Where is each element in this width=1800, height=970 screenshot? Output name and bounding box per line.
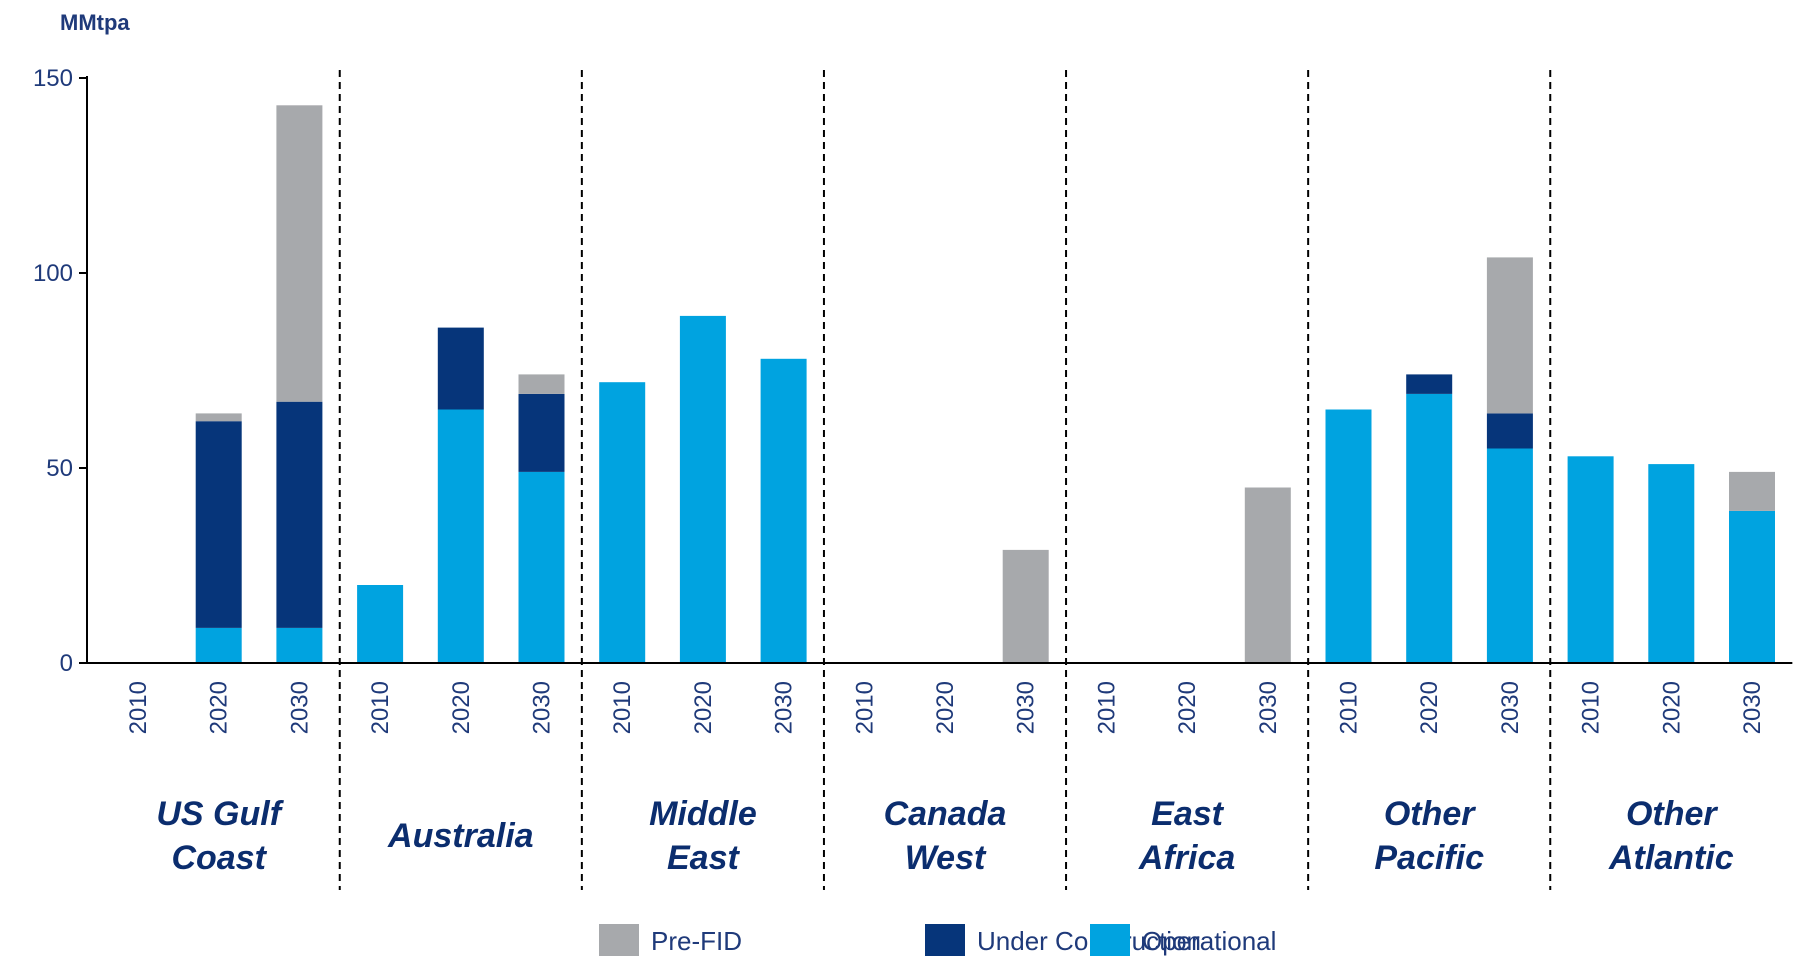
y-tick-label: 150 <box>33 65 73 92</box>
bar-segment <box>518 393 565 472</box>
y-axis-title: MMtpa <box>60 10 130 35</box>
x-tick-label: 2010 <box>367 681 394 734</box>
group-label: Other Atlantic <box>1608 795 1734 877</box>
x-tick-label: 2020 <box>448 681 475 734</box>
legend-swatch <box>1090 924 1130 956</box>
bar-segment <box>276 105 323 402</box>
bar-segment <box>195 413 242 422</box>
bar-segment <box>1244 487 1291 663</box>
bars <box>195 105 1775 663</box>
group-label: Canada West <box>884 795 1007 877</box>
x-tick-label: 2030 <box>771 681 798 734</box>
group-label: Middle East <box>649 795 757 877</box>
group-label: Other Pacific <box>1374 795 1484 877</box>
x-tick-label: 2020 <box>1416 681 1443 734</box>
y-tick-label: 0 <box>60 650 73 677</box>
x-tick-label: 2030 <box>1739 681 1766 734</box>
bar-segment <box>1729 510 1775 663</box>
x-tick-label: 2020 <box>206 681 233 734</box>
group-label: Australia <box>387 817 534 855</box>
bar-segment <box>276 401 323 628</box>
x-tick-label: 2020 <box>1174 681 1201 734</box>
bar-segment <box>518 374 565 394</box>
bar-segment <box>195 421 242 628</box>
bar-segment <box>276 627 323 663</box>
bar-segment <box>357 585 404 663</box>
legend-swatch <box>599 924 639 956</box>
x-ticks: 2010 2020 2030 2010 2020 2030 2010 2020 2030 2010… <box>125 681 1766 734</box>
axes <box>86 76 1793 664</box>
group-separators <box>338 70 1552 890</box>
bar-segment <box>1648 464 1695 663</box>
bar-segment <box>1486 257 1533 414</box>
group-label: East Africa <box>1138 795 1235 877</box>
x-tick-label: 2020 <box>932 681 959 734</box>
x-tick-label: 2010 <box>1336 681 1363 734</box>
x-tick-label: 2030 <box>286 681 313 734</box>
x-tick-label: 2010 <box>1093 681 1120 734</box>
x-tick-label: 2020 <box>690 681 717 734</box>
x-tick-label: 2010 <box>609 681 636 734</box>
bar-segment <box>760 358 807 663</box>
group-label: US Gulf Coast <box>156 795 284 877</box>
bar-segment <box>437 409 484 663</box>
bar-segment <box>1406 393 1453 663</box>
bar-segment <box>679 315 726 663</box>
bar-segment <box>1486 413 1533 449</box>
bar-segment <box>195 627 242 663</box>
legend-label: Operational <box>1142 926 1276 956</box>
bar-segment <box>1567 456 1614 663</box>
bar-segment <box>1325 409 1372 663</box>
y-ticks: 0 50 100 150 <box>33 65 87 677</box>
bar-segment <box>1406 374 1453 394</box>
x-tick-label: 2020 <box>1658 681 1685 734</box>
bar-segment <box>437 327 484 410</box>
legend-label: Under Construction <box>977 926 1201 956</box>
group-labels: US Gulf Coast Australia Middle East Canada Wes… <box>156 795 1733 877</box>
bar-segment <box>599 382 646 663</box>
legend-label: Pre-FID <box>651 926 742 956</box>
bar-segment <box>1486 448 1533 663</box>
x-tick-label: 2030 <box>529 681 556 734</box>
y-tick-label: 50 <box>46 455 73 482</box>
x-tick-label: 2030 <box>1497 681 1524 734</box>
y-tick-label: 100 <box>33 260 73 287</box>
bar-segment <box>518 471 565 663</box>
x-tick-label: 2010 <box>851 681 878 734</box>
bar-segment <box>1729 471 1775 511</box>
x-tick-label: 2010 <box>125 681 152 734</box>
bar-segment <box>1002 549 1049 663</box>
legend-swatch <box>925 924 965 956</box>
x-tick-label: 2010 <box>1578 681 1605 734</box>
x-tick-label: 2030 <box>1255 681 1282 734</box>
x-tick-label: 2030 <box>1013 681 1040 734</box>
